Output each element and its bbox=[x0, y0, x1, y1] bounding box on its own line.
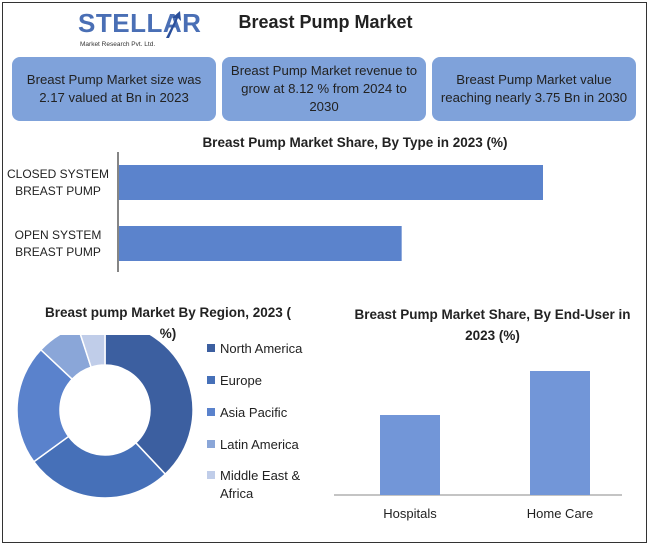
type-category-label: CLOSED SYSTEM BREAST PUMP bbox=[7, 167, 109, 198]
enduser-category-label: Hospitals bbox=[383, 506, 437, 521]
page-title: Breast Pump Market bbox=[238, 12, 413, 32]
logo-subtext: Market Research Pvt. Ltd. bbox=[80, 41, 156, 48]
legend-swatch bbox=[207, 344, 215, 352]
region-donut-chart bbox=[16, 335, 194, 499]
type-category-label: OPEN SYSTEM BREAST PUMP bbox=[15, 228, 102, 259]
region-donut-slice bbox=[32, 435, 167, 499]
legend-swatch bbox=[207, 471, 215, 479]
enduser-bar bbox=[530, 371, 590, 495]
legend-label: Asia Pacific bbox=[220, 405, 288, 420]
legend-label: Europe bbox=[220, 373, 262, 388]
enduser-category-label: Home Care bbox=[527, 506, 593, 521]
type-bar bbox=[119, 165, 543, 200]
region-donut-slice bbox=[79, 335, 106, 369]
legend-swatch bbox=[207, 440, 215, 448]
logo-wordmark: STELLAR bbox=[78, 8, 202, 38]
stellar-logo: STELLAR Market Research Pvt. Ltd. bbox=[78, 8, 201, 54]
kpi-text: Breast Pump Market size was 2.17 valued … bbox=[26, 72, 202, 105]
kpi-text: Breast Pump Market value reaching nearly… bbox=[440, 72, 628, 105]
enduser-bar-chart: Hospitals Home Care bbox=[334, 371, 622, 521]
logo-arrow-icon bbox=[166, 11, 181, 38]
enduser-bar bbox=[380, 415, 440, 495]
kpi-forecast-value: Breast Pump Market value reaching nearly… bbox=[432, 57, 636, 121]
legend-label: Middle East & Africa bbox=[220, 468, 301, 501]
legend-swatch bbox=[207, 408, 215, 416]
kpi-text: Breast Pump Market revenue to grow at 8.… bbox=[230, 63, 418, 114]
kpi-growth-rate: Breast Pump Market revenue to grow at 8.… bbox=[222, 57, 426, 121]
legend-label: North America bbox=[220, 341, 303, 356]
kpi-market-size: Breast Pump Market size was 2.17 valued … bbox=[12, 57, 216, 121]
type-bar bbox=[119, 226, 402, 261]
enduser-chart-title: Breast Pump Market Share, By End-User in… bbox=[354, 307, 631, 343]
legend-swatch bbox=[207, 376, 215, 384]
region-donut-slice bbox=[104, 335, 194, 476]
legend-label: Latin America bbox=[220, 437, 299, 452]
type-bar-chart: CLOSED SYSTEM BREAST PUMP OPEN SYSTEM BREAS… bbox=[7, 152, 543, 272]
type-chart-title: Breast Pump Market Share, By Type in 202… bbox=[202, 135, 508, 150]
region-chart-title: Breast pump Market By Region, 2023 ( %) bbox=[44, 305, 292, 341]
